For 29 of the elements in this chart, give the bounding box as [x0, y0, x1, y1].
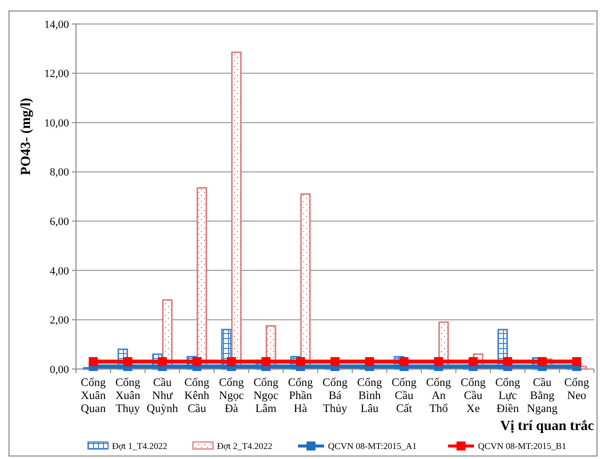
- x-tick-label: Cống Ngọc Đà: [218, 377, 244, 415]
- legend-label: QCVN 08-MT:2015_B1: [478, 441, 566, 452]
- x-tick-label: Cống Lực Điền: [495, 377, 520, 415]
- x-tick-label: Cống Cầu Cất: [392, 377, 417, 415]
- x-tick-label: Cống Neo: [564, 377, 590, 402]
- x-tick-label: Cầu Như Quỳnh: [146, 377, 178, 415]
- y-tick-label: 2,00: [50, 314, 70, 327]
- y-tick-label: 0,00: [50, 364, 70, 376]
- x-tick-label: Cống An Thổ: [426, 377, 452, 415]
- x-tick-label: Cống Ngọc Lâm: [253, 377, 279, 415]
- x-tick-label: Cống Xuân Quan: [80, 377, 106, 415]
- y-tick-label: 12,00: [44, 68, 70, 80]
- legend-label: Đợt 1_T4.2022: [112, 441, 168, 452]
- x-tick-label: Cống Bình Lâu: [357, 377, 382, 415]
- legend-label: Đợt 2_T4.2022: [217, 441, 272, 452]
- y-tick-label: 4,00: [50, 265, 70, 278]
- y-tick-label: 10,00: [44, 117, 70, 130]
- x-tick-label: Cống Xuân Thụy: [115, 377, 141, 415]
- x-axis-title: Vị trí quan trắc: [500, 419, 594, 434]
- y-tick-label: 8,00: [50, 166, 70, 179]
- x-tick-label: Cống Bá Thủy: [322, 377, 348, 415]
- y-tick-label: 6,00: [50, 216, 70, 228]
- x-tick-label: Cống Kênh Cầu: [184, 377, 210, 415]
- y-axis-title: PO43- (mg/l): [19, 97, 34, 176]
- legend-label: QCVN 08-MT:2015_A1: [328, 441, 417, 452]
- y-tick-label: 14,00: [44, 18, 70, 31]
- x-tick-label: Cầu Bằng Ngang: [526, 377, 558, 415]
- x-tick-label: Cống Cầu Xe: [460, 377, 486, 415]
- x-tick-label: Cống Phần Hà: [288, 377, 314, 415]
